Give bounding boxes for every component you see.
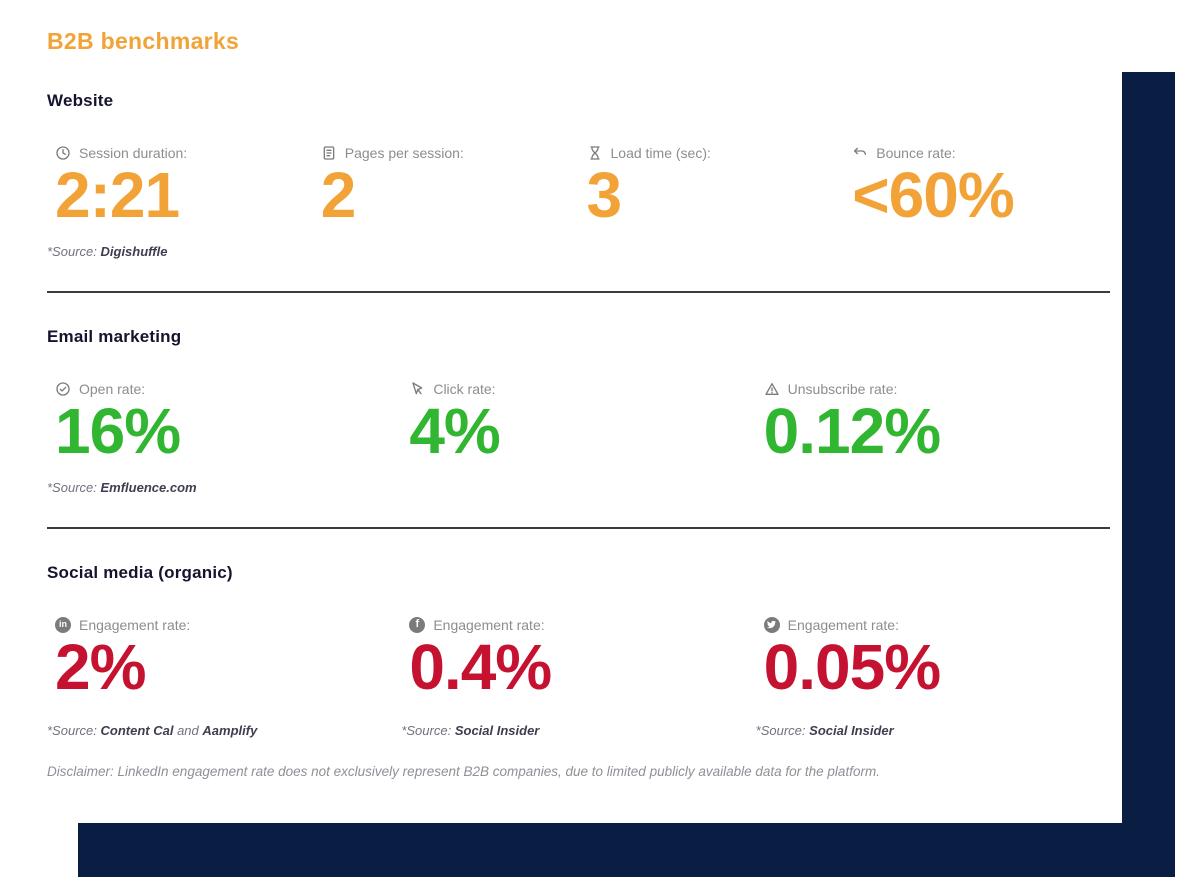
- stat-value: 0.05%: [763, 630, 941, 703]
- social-source-facebook: *Source: Social Insider: [401, 723, 755, 738]
- bounce-arrow-icon: [854, 147, 867, 155]
- decor-navy-bottom-bar: [78, 823, 1175, 877]
- source-name: Digishuffle: [100, 243, 168, 259]
- stat-label-text: Unsubscribe rate:: [787, 380, 898, 397]
- email-heading: Email marketing: [47, 326, 182, 346]
- social-sources-row: *Source: Content Cal and Aamplify *Sourc…: [47, 723, 1110, 738]
- stat-label: Bounce rate:: [852, 145, 1110, 161]
- hourglass-icon: [589, 146, 600, 160]
- page-title: B2B benchmarks: [47, 28, 240, 54]
- section-email-marketing: Email marketing Open rate: 16% Click rat…: [47, 327, 1110, 495]
- social-heading: Social media (organic): [47, 562, 233, 582]
- source-prefix: *Source:: [47, 723, 97, 739]
- stat-label-text: Engagement rate:: [79, 616, 191, 633]
- stat-label: Load time (sec):: [587, 145, 845, 161]
- stat-value: 2: [320, 159, 357, 231]
- source-connector: and: [177, 723, 199, 739]
- source-name: Social Insider: [809, 723, 894, 739]
- facebook-icon: f: [409, 616, 426, 633]
- source-prefix: *Source:: [47, 479, 97, 495]
- stat-value: 2%: [55, 630, 147, 703]
- stat-label: Open rate:: [55, 381, 401, 397]
- social-source-twitter: *Source: Social Insider: [756, 723, 1110, 738]
- stat-value: 3: [586, 159, 623, 231]
- website-source: *Source: Digishuffle: [47, 244, 1110, 259]
- source-name-2: Aamplify: [202, 723, 258, 739]
- stat-label: Click rate:: [409, 381, 755, 397]
- stat-linkedin-engagement: in Engagement rate: 2%: [47, 616, 401, 703]
- stat-open-rate: Open rate: 16%: [47, 381, 401, 467]
- cursor-icon: [412, 382, 423, 395]
- source-name: Content Cal: [100, 723, 174, 739]
- source-prefix: *Source:: [755, 723, 806, 739]
- stat-load-time: Load time (sec): 3: [579, 145, 845, 231]
- stat-label-text: Load time (sec):: [610, 145, 711, 161]
- stat-label-text: Session duration:: [79, 145, 188, 161]
- stat-value: 16%: [55, 394, 181, 467]
- section-social-media: Social media (organic) in Engagement rat…: [47, 563, 1110, 780]
- website-stats-row: Session duration: 2:21 Pages per session…: [47, 145, 1110, 231]
- content-area: B2B benchmarks Website Session duration:…: [47, 28, 1110, 779]
- source-prefix: *Source:: [47, 243, 97, 259]
- stat-session-duration: Session duration: 2:21: [47, 145, 313, 231]
- clock-icon: [56, 146, 70, 160]
- stat-value: 0.12%: [763, 394, 941, 467]
- stat-label: Engagement rate:: [763, 616, 1110, 633]
- check-circle-icon: [56, 382, 70, 396]
- warning-icon: [764, 382, 779, 395]
- stat-value: <60%: [852, 159, 1014, 231]
- stat-value: 0.4%: [409, 630, 552, 703]
- stat-pages-per-session: Pages per session: 2: [313, 145, 579, 231]
- decor-navy-vertical-bar: [1122, 72, 1175, 877]
- stat-label: Unsubscribe rate:: [764, 381, 1110, 397]
- stat-bounce-rate: Bounce rate: <60%: [844, 145, 1110, 231]
- twitter-bird-glyph: [767, 620, 777, 629]
- stat-label-text: Bounce rate:: [876, 145, 956, 161]
- pages-icon: [323, 146, 335, 160]
- website-heading: Website: [47, 91, 114, 110]
- stat-label-text: Engagement rate:: [433, 616, 545, 633]
- stat-label: Pages per session:: [321, 145, 579, 161]
- email-source: *Source: Emfluence.com: [47, 480, 1110, 495]
- section-divider: [47, 290, 1110, 293]
- stat-label-text: Engagement rate:: [787, 616, 899, 633]
- stat-twitter-engagement: Engagement rate: 0.05%: [756, 616, 1110, 703]
- disclaimer-text: Disclaimer: LinkedIn engagement rate doe…: [47, 764, 880, 780]
- stat-label: Session duration:: [55, 145, 313, 161]
- section-website: Website Session duration: 2:21 Pages per…: [47, 91, 1110, 259]
- stat-click-rate: Click rate: 4%: [401, 381, 755, 467]
- stat-label-text: Open rate:: [79, 380, 146, 397]
- source-name: Emfluence.com: [100, 479, 197, 495]
- stat-label: in Engagement rate:: [55, 616, 401, 633]
- stat-value: 4%: [409, 394, 501, 467]
- stat-value: 2:21: [55, 159, 180, 231]
- linkedin-icon: in: [55, 616, 71, 633]
- stat-label: f Engagement rate:: [409, 616, 755, 633]
- stat-unsubscribe-rate: Unsubscribe rate: 0.12%: [756, 381, 1110, 467]
- section-divider: [47, 526, 1110, 529]
- email-stats-row: Open rate: 16% Click rate: 4% Unsubscrib…: [47, 381, 1110, 467]
- twitter-icon: [763, 616, 780, 633]
- source-name: Social Insider: [454, 723, 540, 739]
- social-stats-row: in Engagement rate: 2% f Engagement rate…: [47, 616, 1110, 703]
- social-source-linkedin: *Source: Content Cal and Aamplify: [47, 723, 401, 738]
- source-prefix: *Source:: [401, 723, 452, 739]
- stat-facebook-engagement: f Engagement rate: 0.4%: [401, 616, 755, 703]
- stat-label-text: Click rate:: [433, 380, 496, 397]
- stat-label-text: Pages per session:: [344, 145, 464, 161]
